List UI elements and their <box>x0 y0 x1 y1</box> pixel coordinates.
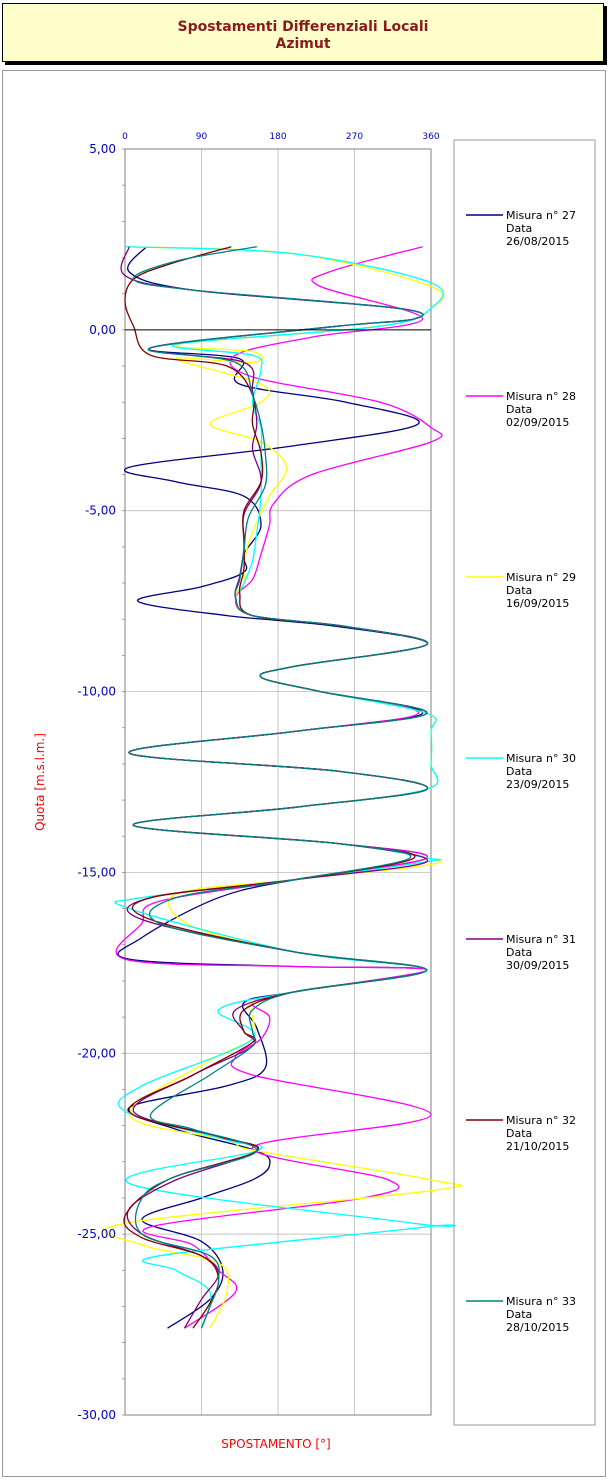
legend-date-label: Data <box>506 765 532 778</box>
legend-date-label: Data <box>506 584 532 597</box>
legend-date-label: Data <box>506 403 532 416</box>
series-line-2 <box>115 246 443 1329</box>
gridlines <box>122 148 431 1416</box>
plot-area <box>124 148 432 1416</box>
legend-series-name: Misura n° 33 <box>506 1295 576 1308</box>
legend-series-name: Misura n° 30 <box>506 752 576 765</box>
chart-frame <box>2 70 606 1477</box>
series-line-7 <box>128 246 429 1329</box>
series-line-1 <box>117 246 429 1329</box>
series-line-4 <box>114 246 456 1329</box>
legend-series-name: Misura n° 32 <box>506 1114 576 1127</box>
legend-date: 16/09/2015 <box>506 597 569 610</box>
series-line-3 <box>104 246 463 1329</box>
series-group <box>104 246 463 1329</box>
y-tick-label: -30,00 <box>77 1408 116 1422</box>
series-line-6 <box>123 246 429 1329</box>
y-tick-labels: 5,00 0,00 -5,00 -10,00 -15,00 -20,00 -25,00 -30… <box>77 142 116 1422</box>
legend-date: 23/09/2015 <box>506 778 569 791</box>
legend-series-name: Misura n° 27 <box>506 209 576 222</box>
x-tick-label: 270 <box>346 132 363 142</box>
x-tick-labels: 0 90 180 270 360 <box>122 132 440 142</box>
legend-date: 21/10/2015 <box>506 1140 569 1153</box>
y-tick-label: -25,00 <box>77 1227 116 1241</box>
y-tick-label: 5,00 <box>89 142 116 156</box>
chart-title: Spostamenti Differenziali Locali <box>177 19 429 35</box>
legend-date-label: Data <box>506 222 532 235</box>
y-tick-label: -10,00 <box>77 685 116 699</box>
legend-date: 30/09/2015 <box>506 959 569 972</box>
legend-date: 02/09/2015 <box>506 416 569 429</box>
legend-date: 28/10/2015 <box>506 1321 569 1334</box>
x-tick-label: 90 <box>196 132 208 142</box>
y-tick-label: -20,00 <box>77 1046 116 1060</box>
chart-subtitle: Azimut <box>275 36 331 52</box>
legend-date-label: Data <box>506 946 532 959</box>
legend-date: 26/08/2015 <box>506 235 569 248</box>
y-axis-label: Quota [m.s.l.m.] <box>33 733 47 831</box>
chart-title-box: Spostamenti Differenziali Locali Azimut <box>2 3 604 62</box>
y-tick-label: 0,00 <box>89 323 116 337</box>
x-tick-label: 0 <box>122 132 128 142</box>
legend-box <box>453 139 596 1426</box>
y-tick-label: -5,00 <box>85 504 116 518</box>
legend-date-label: Data <box>506 1127 532 1140</box>
legend-series-name: Misura n° 31 <box>506 933 576 946</box>
legend-series-name: Misura n° 28 <box>506 390 576 403</box>
x-axis-label: SPOSTAMENTO [°] <box>221 1437 330 1451</box>
y-tick-label: -15,00 <box>77 865 116 879</box>
legend-series-name: Misura n° 29 <box>506 571 576 584</box>
x-tick-label: 180 <box>269 132 286 142</box>
legend-date-label: Data <box>506 1308 532 1321</box>
x-tick-label: 360 <box>422 132 439 142</box>
